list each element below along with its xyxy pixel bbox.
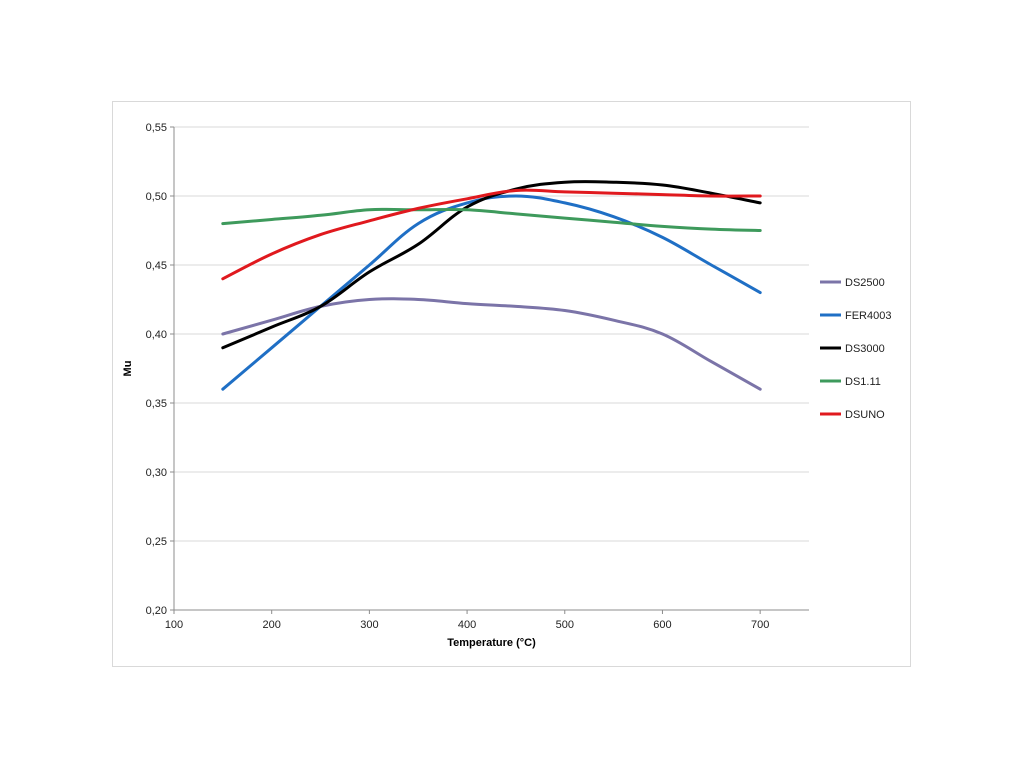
x-tick-label: 700 [751, 619, 769, 631]
line-chart: 0,20 0,25 0,30 0,35 0,40 0,45 0,50 0,55 100 200 30… [122, 122, 891, 649]
legend-item-ds2500: DS2500 [820, 277, 885, 289]
y-tick-label: 0,50 [146, 191, 167, 203]
legend-item-ds3000: DS3000 [820, 343, 885, 355]
y-tick-label: 0,55 [146, 122, 167, 134]
legend-label: DS3000 [845, 343, 885, 355]
legend-item-dsuno: DSUNO [820, 409, 885, 421]
legend-label: FER4003 [845, 310, 891, 322]
x-axis-title: Temperature (°C) [447, 637, 536, 649]
y-tick-label: 0,45 [146, 260, 167, 272]
y-tick-label: 0,20 [146, 605, 167, 617]
x-tick-label: 600 [653, 619, 671, 631]
series-line-ds3000 [221, 180, 762, 350]
y-axis-title: Mu [122, 361, 134, 377]
y-tick-label: 0,30 [146, 467, 167, 479]
legend-label: DS2500 [845, 277, 885, 289]
x-tick-label: 100 [165, 619, 183, 631]
series-line-fer4003 [221, 194, 762, 391]
x-tick-label: 300 [360, 619, 378, 631]
series-lines [221, 180, 762, 391]
y-tick-label: 0,25 [146, 536, 167, 548]
series-line-dsuno [221, 188, 762, 281]
legend-label: DS1.11 [845, 376, 881, 388]
x-tick-label: 400 [458, 619, 476, 631]
y-tick-label: 0,40 [146, 329, 167, 341]
series-line-ds2500 [221, 297, 762, 391]
axes: 0,20 0,25 0,30 0,35 0,40 0,45 0,50 0,55 100 200 30… [146, 122, 809, 631]
x-tick-label: 200 [263, 619, 281, 631]
legend-item-ds1-11: DS1.11 [820, 376, 881, 388]
series-line-ds1-11 [221, 207, 762, 232]
chart-frame: 0,20 0,25 0,30 0,35 0,40 0,45 0,50 0,55 100 200 30… [112, 101, 911, 667]
legend-item-fer4003: FER4003 [820, 310, 891, 322]
x-tick-label: 500 [556, 619, 574, 631]
legend-label: DSUNO [845, 409, 885, 421]
gridlines [174, 126, 809, 611]
legend: DS2500 FER4003 DS3000 DS1.11 DSUNO [820, 277, 891, 421]
y-tick-label: 0,35 [146, 398, 167, 410]
